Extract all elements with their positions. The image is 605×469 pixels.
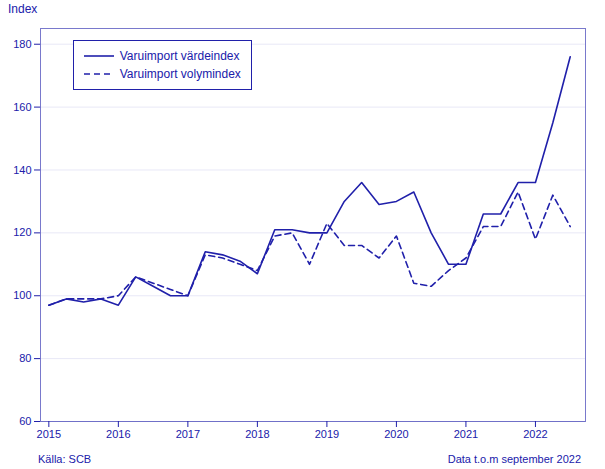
svg-text:2021: 2021 <box>454 428 478 440</box>
html-text:Varuimport värdeindex: Varuimport värdeindex <box>119 48 240 63</box>
svg-text:2017: 2017 <box>176 428 200 440</box>
svg-text:2015: 2015 <box>37 428 61 440</box>
html-text:Index: Index <box>8 2 38 16</box>
svg-text:140: 140 <box>13 164 31 176</box>
svg-text:160: 160 <box>13 101 31 113</box>
svg-text:60: 60 <box>19 415 31 427</box>
svg-text:2016: 2016 <box>106 428 130 440</box>
svg-text:2019: 2019 <box>315 428 339 440</box>
html-text:Källa: SCB: Källa: SCB <box>38 453 92 465</box>
svg-text:2018: 2018 <box>245 428 269 440</box>
html-text:Varuimport volymindex: Varuimport volymindex <box>119 66 241 81</box>
svg-text:180: 180 <box>13 38 31 50</box>
svg-text:80: 80 <box>19 352 31 364</box>
svg-text:100: 100 <box>13 289 31 301</box>
html-text:Data t.o.m september 2022: Data t.o.m september 2022 <box>447 453 581 465</box>
svg-text:2020: 2020 <box>384 428 408 440</box>
svg-text:2022: 2022 <box>523 428 547 440</box>
svg-text:120: 120 <box>13 226 31 238</box>
